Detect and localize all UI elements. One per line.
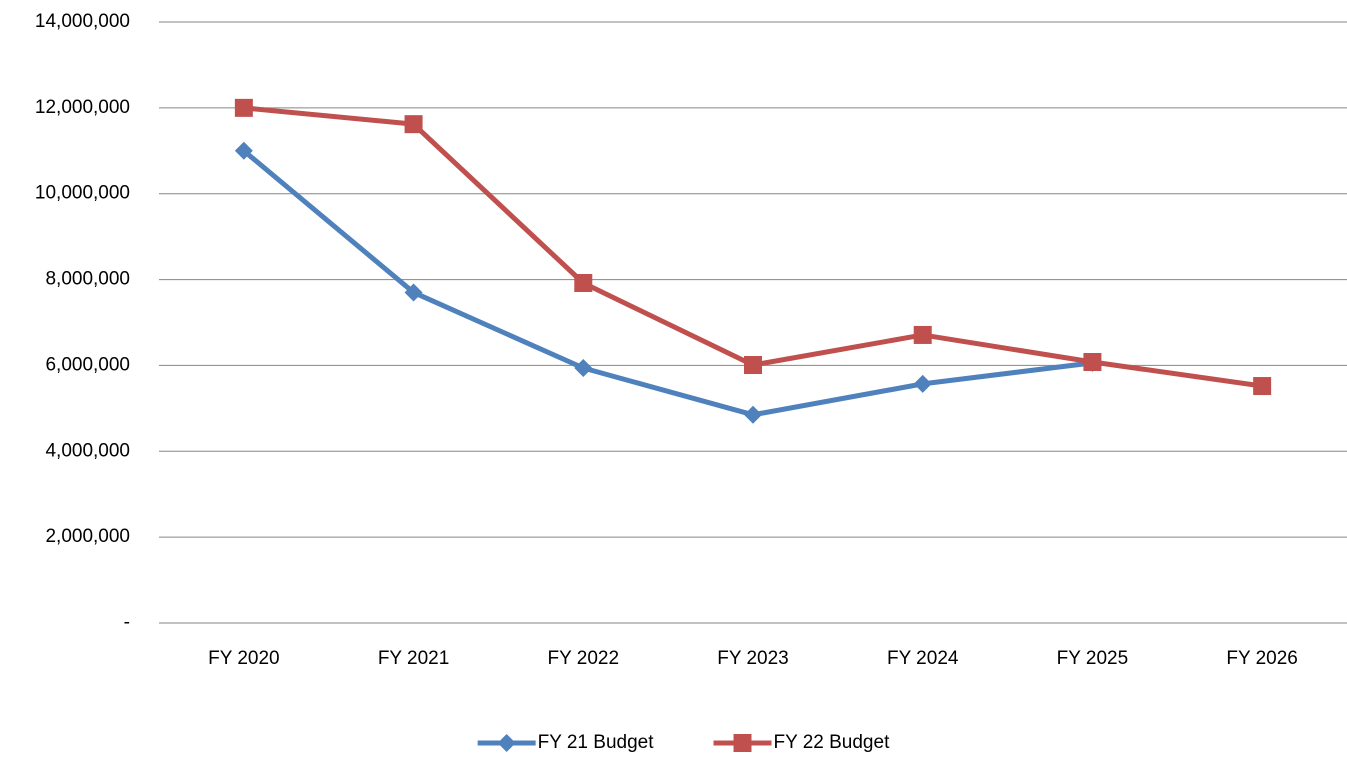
y-tick-label: 12,000,000 [35,97,130,118]
marker [404,115,423,134]
legend-marker [497,734,516,752]
y-tick-label: 10,000,000 [35,183,130,204]
marker [913,374,932,393]
marker [404,283,423,302]
legend-marker [733,734,752,752]
x-tick-label: FY 2020 [208,648,279,669]
marker [234,141,253,160]
y-tick-label: 2,000,000 [45,526,130,547]
legend-label: FY 21 Budget [538,732,655,753]
legend-label: FY 22 Budget [774,732,891,753]
marker [913,325,932,344]
y-tick-label: 8,000,000 [45,269,130,290]
x-tick-label: FY 2021 [378,648,449,669]
y-tick-label: 6,000,000 [45,354,130,375]
x-tick-label: FY 2022 [548,648,619,669]
marker [574,274,593,293]
x-tick-label: FY 2024 [887,648,959,669]
marker [744,405,762,424]
y-tick-label: 14,000,000 [35,11,130,32]
marker [574,359,593,378]
marker [234,98,253,117]
x-tick-label: FY 2023 [717,648,788,669]
y-tick-label: 4,000,000 [45,440,130,461]
series-line [242,148,1093,418]
y-tick-label: - [124,612,130,633]
marker [1083,352,1102,371]
x-tick-label: FY 2025 [1057,648,1128,669]
marker [744,355,762,374]
marker [1253,377,1272,396]
series-line [243,105,1263,389]
x-tick-label: FY 2026 [1226,648,1297,669]
